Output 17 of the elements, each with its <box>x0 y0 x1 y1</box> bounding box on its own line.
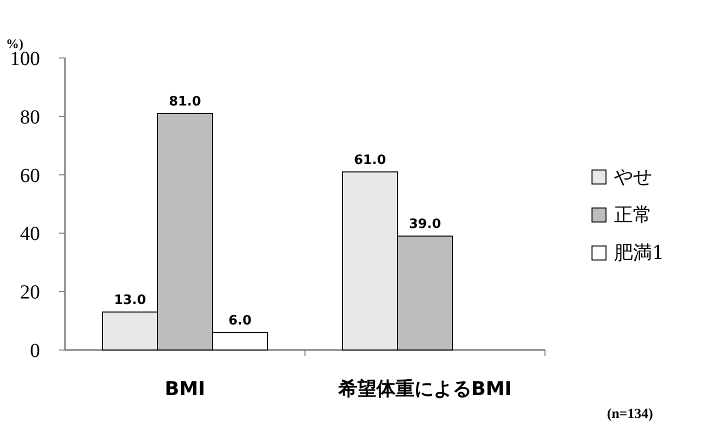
y-tick-label: 40 <box>20 223 40 246</box>
legend-label: やせ <box>614 166 652 188</box>
y-axis-title: %) <box>6 36 24 51</box>
y-tick-label: 80 <box>20 106 40 128</box>
data-label: 13.0 <box>114 293 146 308</box>
y-tick-label: 20 <box>20 282 40 304</box>
data-label: 81.0 <box>168 94 202 110</box>
x-tick-label: 希望体重によるBMI <box>337 378 512 400</box>
data-label: 6.0 <box>228 313 252 328</box>
legend-label: 正常 <box>614 204 652 226</box>
data-label: 61.0 <box>354 152 386 168</box>
y-tick-label: 60 <box>20 164 40 187</box>
legend-label: 肥満1 <box>614 242 664 264</box>
text: (n=134) <box>606 407 654 422</box>
x-tick-label: BMI <box>164 378 206 400</box>
data-label: 39.0 <box>408 217 442 232</box>
y-tick-label: 0 <box>30 340 40 362</box>
